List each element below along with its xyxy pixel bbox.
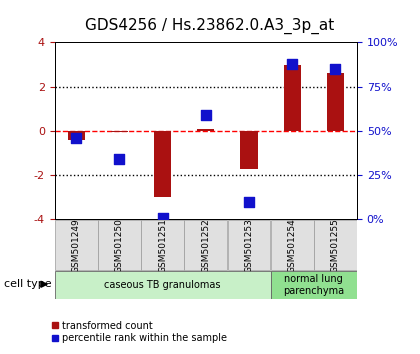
Bar <box>228 220 270 270</box>
Legend: transformed count, percentile rank within the sample: transformed count, percentile rank withi… <box>47 317 231 347</box>
Text: cell type: cell type <box>4 279 52 289</box>
Bar <box>197 129 215 131</box>
Point <box>246 199 252 205</box>
Text: GSM501251: GSM501251 <box>158 218 167 273</box>
Point <box>73 135 79 141</box>
Text: caseous TB granulomas: caseous TB granulomas <box>104 280 221 290</box>
Point <box>159 215 166 221</box>
Bar <box>55 220 97 270</box>
Bar <box>284 65 301 131</box>
Bar <box>68 131 85 140</box>
Bar <box>184 220 227 270</box>
Bar <box>98 220 141 270</box>
Bar <box>271 220 314 270</box>
Text: normal lung
parenchyma: normal lung parenchyma <box>283 274 344 296</box>
Bar <box>314 220 357 270</box>
Text: GSM501250: GSM501250 <box>115 218 124 273</box>
Bar <box>111 131 128 132</box>
Text: GSM501253: GSM501253 <box>244 218 254 273</box>
Point <box>116 156 123 162</box>
Bar <box>327 74 344 131</box>
Bar <box>240 131 257 169</box>
Bar <box>141 220 184 270</box>
Text: GSM501255: GSM501255 <box>331 218 340 273</box>
Text: GSM501254: GSM501254 <box>288 218 297 273</box>
Text: GDS4256 / Hs.23862.0.A3_3p_at: GDS4256 / Hs.23862.0.A3_3p_at <box>85 17 335 34</box>
Point <box>202 112 209 118</box>
Bar <box>154 131 171 198</box>
Text: GSM501249: GSM501249 <box>72 218 81 273</box>
Bar <box>55 272 270 298</box>
Bar <box>270 272 357 298</box>
Point <box>289 61 296 67</box>
Point <box>332 66 339 72</box>
Text: GSM501252: GSM501252 <box>201 218 210 273</box>
